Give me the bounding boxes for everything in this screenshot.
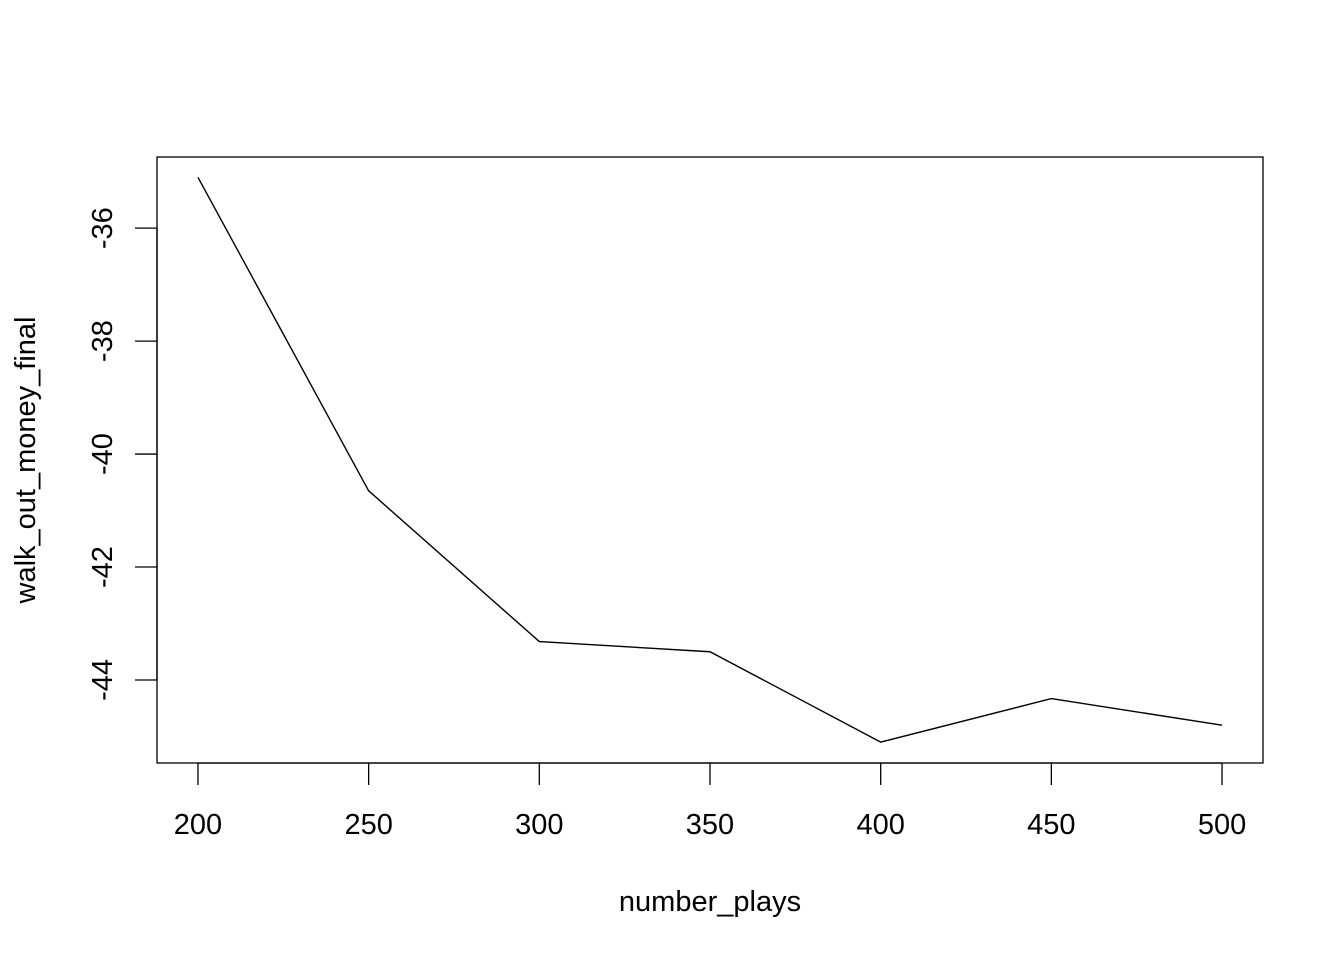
x-axis: 200 250 300 350 400 450 500 xyxy=(174,762,1246,841)
series-layer xyxy=(197,176,1223,743)
y-axis: -36 -38 -40 -42 -44 xyxy=(87,207,158,701)
x-tick-label: 450 xyxy=(1027,809,1075,841)
x-tick-label: 400 xyxy=(856,809,904,841)
series-line-1 xyxy=(197,176,1223,743)
x-tick-label: 300 xyxy=(515,809,563,841)
x-tick-label: 350 xyxy=(686,809,734,841)
x-tick-label: 250 xyxy=(344,809,392,841)
y-tick-label: -36 xyxy=(87,207,119,249)
x-tick-label: 500 xyxy=(1198,809,1246,841)
y-tick-label: -38 xyxy=(87,320,119,362)
y-tick-label: -40 xyxy=(87,433,119,475)
plot-frame xyxy=(156,156,1264,764)
y-tick-label: -44 xyxy=(87,659,119,701)
y-tick-label: -42 xyxy=(87,546,119,588)
x-tick-label: 200 xyxy=(174,809,222,841)
y-axis-title: walk_out_money_final xyxy=(10,317,42,605)
x-axis-title: number_plays xyxy=(619,886,801,918)
